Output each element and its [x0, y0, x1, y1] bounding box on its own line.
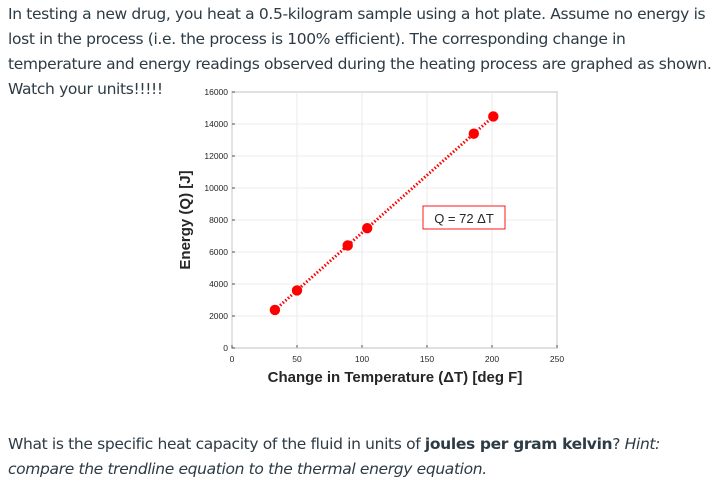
x-tick-label: 0 [230, 354, 235, 364]
y-tick-label: 8000 [209, 215, 228, 225]
x-tick-label: 150 [420, 354, 434, 364]
data-point [488, 111, 499, 122]
y-axis-title: Energy (Q) [J] [177, 170, 194, 269]
question-mark: ? [612, 435, 621, 453]
y-tick-label: 12000 [204, 151, 228, 161]
y-tick-label: 6000 [209, 247, 228, 257]
data-point [291, 285, 303, 296]
y-tick-label: 16000 [204, 87, 228, 97]
energy-vs-temperature-chart: 0 50 100 150 200 250 0 2000 4000 6000 8000 10000 12… [177, 87, 565, 386]
y-tick-labels: 0 2000 4000 6000 8000 10000 12000 14000 16000 [204, 87, 228, 353]
data-point [342, 240, 353, 251]
question-prefix: What is the specific heat capacity of th… [8, 435, 425, 453]
problem-intro: In testing a new drug, you heat a 0.5-ki… [8, 5, 712, 98]
question-text: What is the specific heat capacity of th… [8, 432, 720, 482]
x-tick-label: 100 [355, 354, 369, 364]
x-tick-label: 50 [292, 354, 302, 364]
y-tick-label: 14000 [204, 119, 228, 129]
question-hint: Hint: compare the trendline equation to … [8, 435, 661, 478]
y-tick-label: 2000 [209, 311, 228, 321]
question-units: joules per gram kelvin [424, 435, 613, 453]
data-point [362, 222, 373, 234]
equation-annotation-box [422, 205, 506, 230]
equation-annotation: Q = 72 ΔT [434, 211, 494, 226]
x-axis-title: Change in Temperature (ΔT) [deg F] [268, 369, 523, 386]
x-tick-label: 200 [485, 354, 499, 364]
y-tick-label: 0 [223, 343, 228, 353]
data-point [269, 304, 281, 316]
y-tick-label: 10000 [204, 183, 228, 193]
data-point [468, 128, 479, 139]
y-tick-label: 4000 [209, 279, 228, 289]
y-gridlines [232, 91, 557, 349]
x-tick-labels: 0 50 100 150 200 250 [230, 354, 565, 364]
x-tick-label: 250 [550, 354, 564, 364]
data-points [269, 111, 499, 316]
